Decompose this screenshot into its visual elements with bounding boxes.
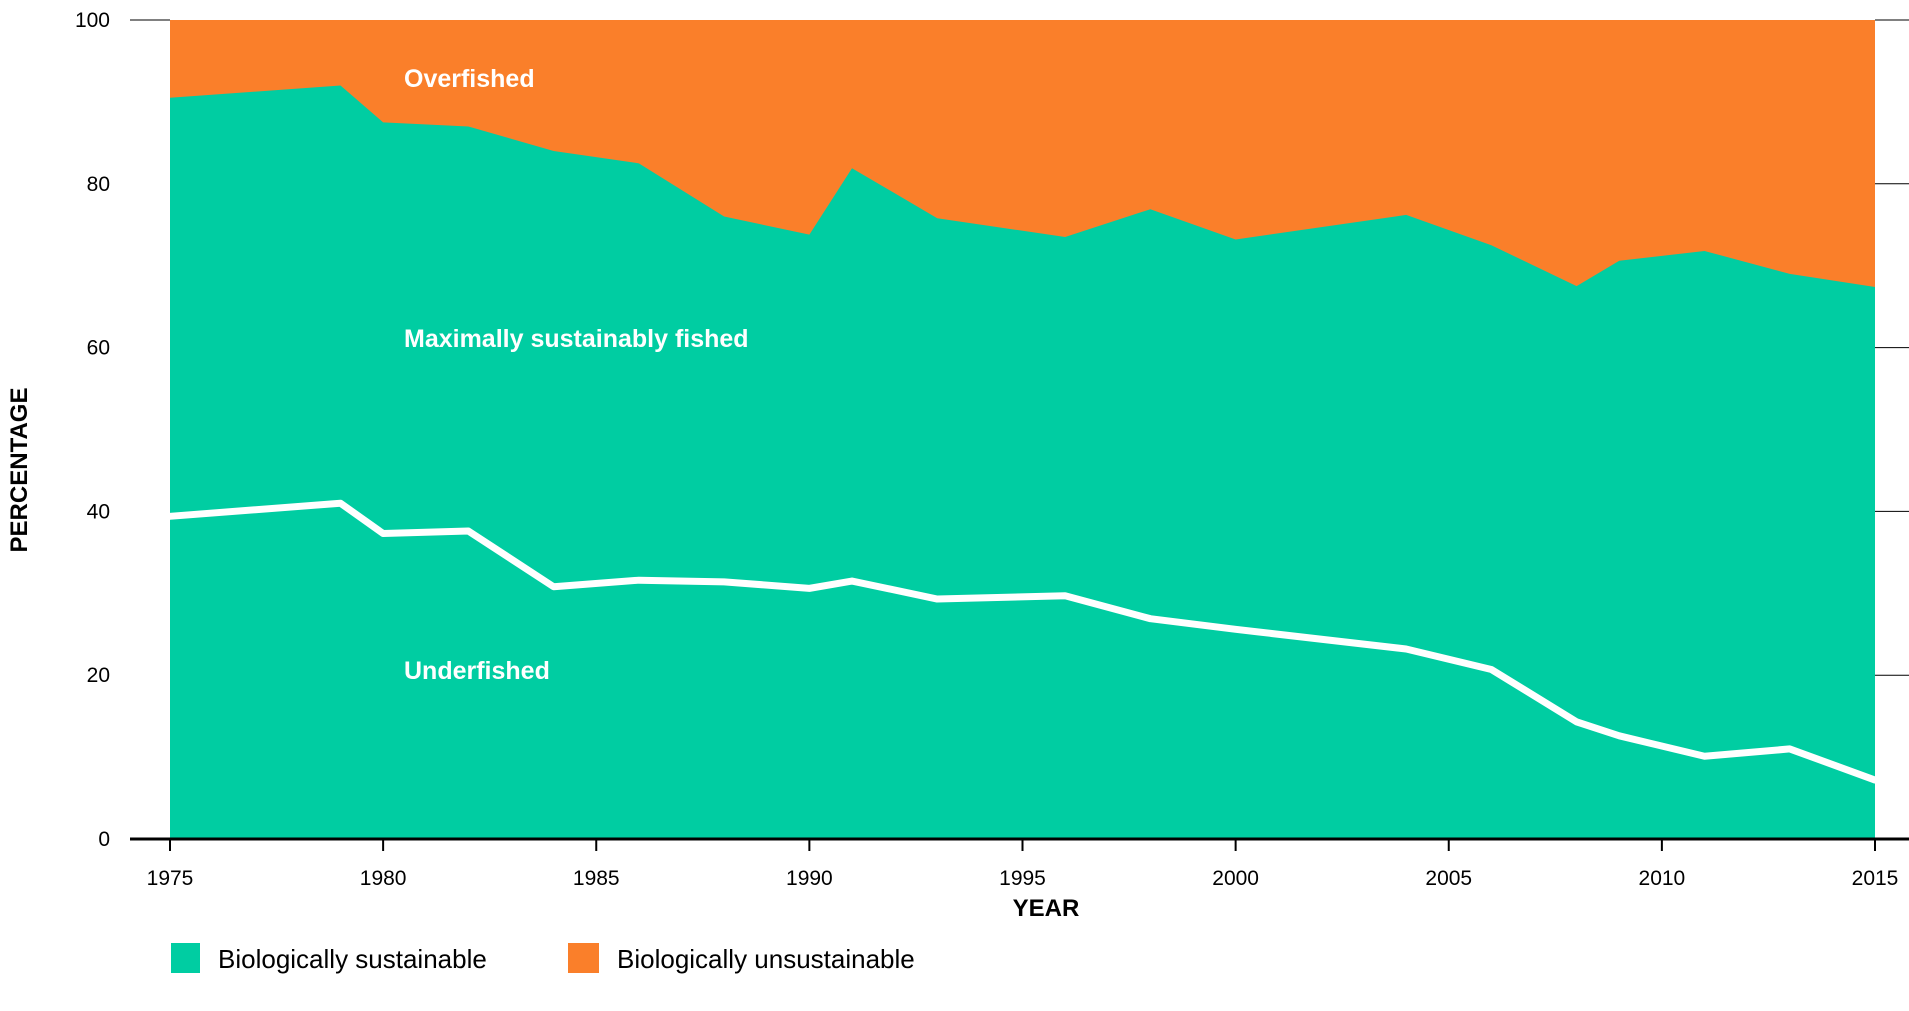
underfished-point — [1149, 617, 1152, 620]
x-tick-label: 2005 — [1425, 867, 1472, 890]
underfished-point — [1788, 747, 1791, 750]
sustainable-point — [339, 84, 342, 87]
region-label-overfished: Overfished — [404, 65, 535, 93]
legend-label-sustainable: Biologically sustainable — [218, 944, 487, 974]
underfished-point — [382, 532, 385, 535]
sustainable-point — [723, 215, 726, 218]
sustainable-point — [467, 125, 470, 128]
plot-area — [166, 20, 1879, 839]
underfished-point — [339, 502, 342, 505]
sustainable-point — [1788, 272, 1791, 275]
y-tick-label: 60 — [87, 337, 110, 360]
legend-label-unsustainable: Biologically unsustainable — [617, 944, 915, 974]
area-biologically-sustainable — [170, 85, 1875, 839]
sustainable-point — [1234, 238, 1237, 241]
sustainable-point — [1149, 208, 1152, 211]
underfished-point — [851, 580, 854, 583]
underfished-point — [808, 587, 811, 590]
underfished-point — [1234, 628, 1237, 631]
sustainable-point — [1874, 285, 1877, 288]
axes: 0 20 40 60 80 100 1975 1980 1985 1990 1995 2000 2005… — [75, 9, 1909, 890]
underfished-point — [1703, 755, 1706, 758]
underfished-point — [552, 585, 555, 588]
y-tick-label: 40 — [87, 500, 110, 523]
x-tick-label: 2000 — [1212, 867, 1259, 890]
y-tick-label: 20 — [87, 664, 110, 687]
region-label-underfished: Underfished — [404, 657, 550, 685]
sustainable-point — [382, 121, 385, 124]
underfished-line — [166, 499, 1879, 784]
sustainable-point — [808, 233, 811, 236]
sustainable-point — [936, 217, 939, 220]
x-tick-label: 2015 — [1852, 867, 1899, 890]
x-tick-label: 2010 — [1639, 867, 1686, 890]
legend-item-unsustainable: Biologically unsustainable — [568, 943, 915, 974]
underfished-point — [467, 530, 470, 533]
sustainable-point — [169, 96, 172, 99]
sustainable-point — [851, 167, 854, 170]
underfished-point — [637, 579, 640, 582]
sustainable-point — [1405, 213, 1408, 216]
y-tick-label: 80 — [87, 173, 110, 196]
legend-swatch-sustainable — [171, 943, 200, 973]
underfished-point — [169, 515, 172, 518]
underfished-point — [1874, 779, 1877, 782]
x-tick-label: 1980 — [360, 867, 407, 890]
underfished-point — [936, 598, 939, 601]
sustainable-point — [1703, 249, 1706, 252]
legend-item-sustainable: Biologically sustainable — [171, 943, 487, 974]
sustainable-point — [1064, 236, 1067, 239]
sustainable-point — [1618, 259, 1621, 262]
x-tick-label: 1995 — [999, 867, 1046, 890]
x-tick-label: 1975 — [147, 867, 194, 890]
sustainable-point — [552, 150, 555, 153]
sustainable-point — [637, 162, 640, 165]
region-label-maximally-sustainably-fished: Maximally sustainably fished — [404, 325, 749, 353]
underfished-point — [1064, 594, 1067, 597]
legend-swatch-unsustainable — [568, 943, 599, 973]
underfished-point — [1618, 734, 1621, 737]
legend: Biologically sustainable Biologically un… — [171, 943, 915, 974]
underfished-point — [1575, 720, 1578, 723]
underfished-point — [723, 580, 726, 583]
x-tick-label: 1985 — [573, 867, 620, 890]
x-axis-title: YEAR — [1013, 895, 1080, 922]
underfished-point — [1490, 668, 1493, 671]
y-axis-title: PERCENTAGE — [6, 388, 33, 553]
sustainable-point — [1575, 285, 1578, 288]
y-tick-label: 0 — [98, 828, 110, 851]
y-tick-label: 100 — [75, 9, 110, 32]
underfished-point — [1405, 647, 1408, 650]
x-tick-label: 1990 — [786, 867, 833, 890]
sustainable-point — [1490, 244, 1493, 247]
